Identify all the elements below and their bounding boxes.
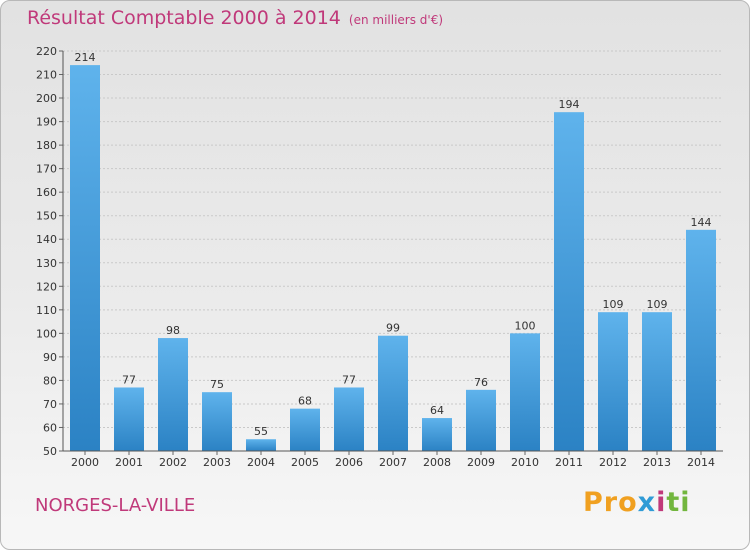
x-tick-label: 2000 [71, 456, 99, 469]
data-label: 68 [298, 395, 312, 408]
bar [642, 312, 672, 451]
x-tick-label: 2012 [599, 456, 627, 469]
chart-subtitle: (en milliers d'€) [348, 13, 444, 27]
data-label: 144 [691, 216, 712, 229]
data-label: 98 [166, 324, 180, 337]
y-tick-label: 210 [36, 69, 57, 82]
x-tick-label: 2010 [511, 456, 539, 469]
x-tick-label: 2013 [643, 456, 671, 469]
y-tick-label: 80 [43, 374, 57, 387]
y-tick-label: 130 [36, 257, 57, 270]
x-tick-label: 2007 [379, 456, 407, 469]
y-tick-label: 70 [43, 398, 57, 411]
data-label: 55 [254, 425, 268, 438]
location-name: NORGES-LA-VILLE [35, 495, 196, 516]
y-tick-label: 220 [36, 45, 57, 58]
data-label: 77 [122, 373, 136, 386]
data-label: 109 [647, 298, 668, 311]
proxiti-logo: Proxiti [583, 487, 691, 518]
bar [158, 338, 188, 451]
y-tick-label: 100 [36, 327, 57, 340]
bar [510, 333, 540, 451]
data-label: 77 [342, 373, 356, 386]
bar [598, 312, 628, 451]
bar [290, 408, 320, 451]
data-label: 109 [603, 298, 624, 311]
bar [466, 389, 496, 451]
x-tick-label: 2005 [291, 456, 319, 469]
bar [686, 229, 716, 451]
x-tick-label: 2008 [423, 456, 451, 469]
y-tick-label: 140 [36, 233, 57, 246]
y-tick-label: 60 [43, 421, 57, 434]
x-tick-label: 2009 [467, 456, 495, 469]
data-label: 214 [75, 51, 96, 64]
y-tick-label: 200 [36, 92, 57, 105]
data-label: 64 [430, 404, 444, 417]
bar [114, 387, 144, 451]
bar [246, 439, 276, 451]
x-tick-label: 2002 [159, 456, 187, 469]
bar [554, 112, 584, 452]
chart-title: Résultat Comptable 2000 à 2014 (en millie… [27, 7, 443, 29]
y-tick-label: 150 [36, 210, 57, 223]
y-tick-label: 90 [43, 351, 57, 364]
x-tick-label: 2014 [687, 456, 715, 469]
bar [202, 392, 232, 451]
bar [422, 418, 452, 451]
x-tick-label: 2006 [335, 456, 363, 469]
y-tick-label: 120 [36, 280, 57, 293]
x-tick-label: 2004 [247, 456, 275, 469]
x-tick-label: 2011 [555, 456, 583, 469]
y-tick-label: 190 [36, 116, 57, 129]
y-tick-label: 180 [36, 139, 57, 152]
chart-title-text: Résultat Comptable 2000 à 2014 [27, 7, 341, 29]
data-label: 75 [210, 378, 224, 391]
bar [334, 387, 364, 451]
y-tick-label: 50 [43, 445, 57, 458]
data-label: 99 [386, 322, 400, 335]
data-label: 100 [515, 319, 536, 332]
x-tick-label: 2003 [203, 456, 231, 469]
bar [70, 65, 100, 451]
bar [378, 335, 408, 451]
x-tick-label: 2001 [115, 456, 143, 469]
y-tick-label: 160 [36, 186, 57, 199]
data-label: 76 [474, 376, 488, 389]
y-tick-label: 170 [36, 163, 57, 176]
y-tick-label: 110 [36, 304, 57, 317]
data-label: 194 [559, 98, 580, 111]
